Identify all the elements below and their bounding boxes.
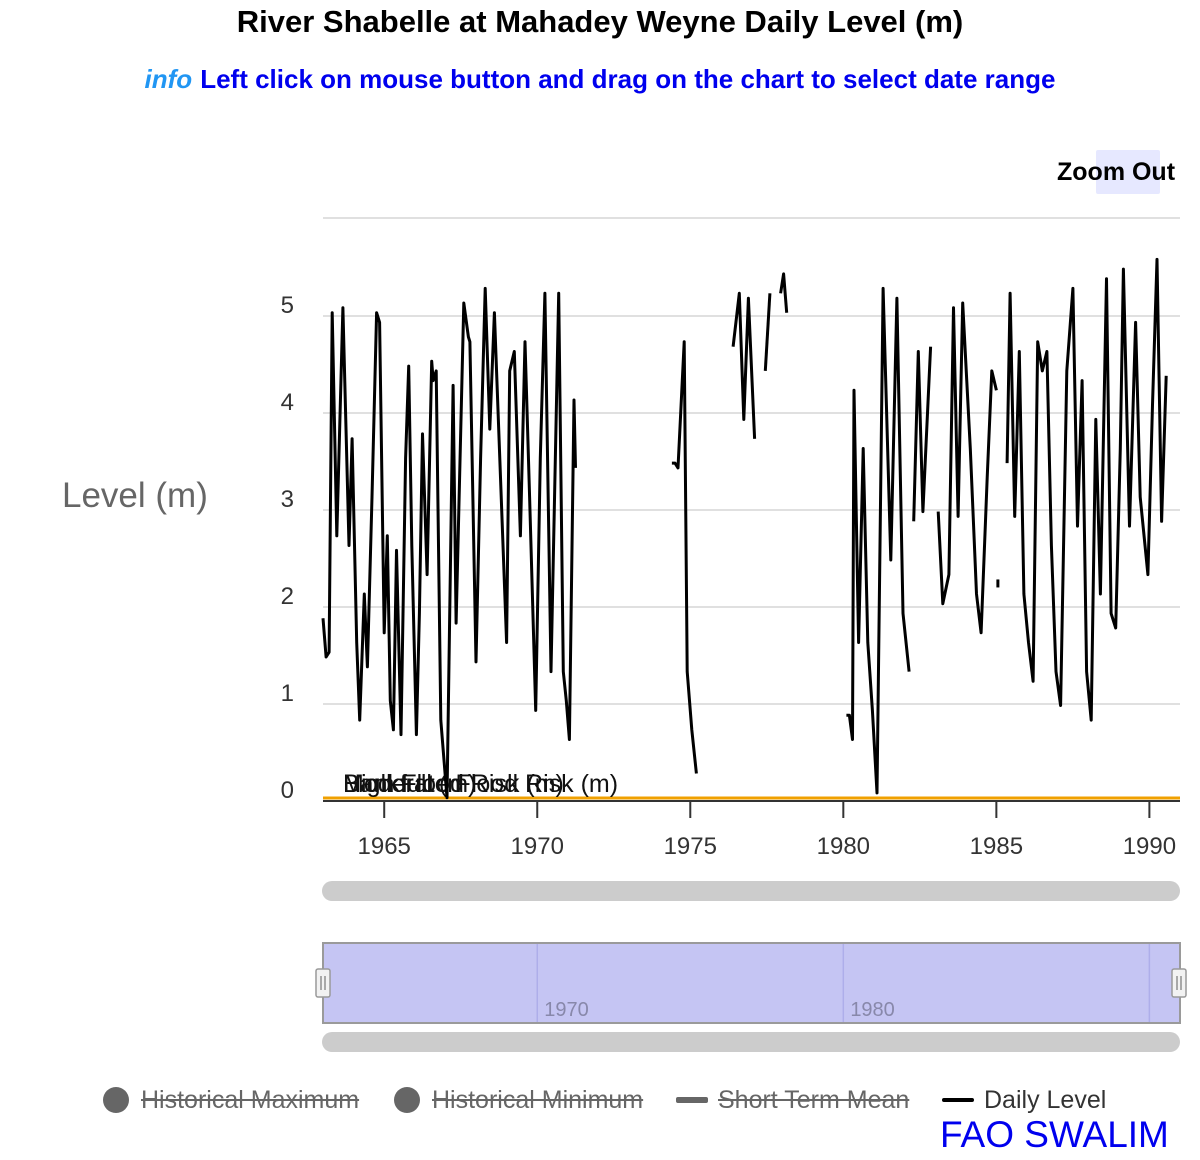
threshold-labels: Moderate Flood Risk (m)High Flood Risk (… <box>323 770 1180 800</box>
y-tick-label: 2 <box>281 583 294 610</box>
zoom-out-label[interactable]: Zoom Out <box>1057 158 1176 186</box>
series-line-segment <box>671 340 698 774</box>
chart-title: River Shabelle at Mahadey Weyne Daily Le… <box>236 4 964 39</box>
zoom-out-button[interactable] <box>1096 150 1160 194</box>
scrollbar-thumb[interactable] <box>322 1032 1180 1052</box>
scrollbar-thumb[interactable] <box>322 881 1180 901</box>
x-tick-label: 1970 <box>511 833 564 860</box>
legend-label: Daily Level <box>984 1085 1107 1114</box>
legend-item-historical-maximum[interactable]: Historical Maximum <box>103 1080 359 1120</box>
series-line-segment <box>936 301 998 635</box>
circle-icon <box>103 1087 129 1113</box>
watermark: FAO SWALIM <box>940 1114 1169 1155</box>
threshold-label: Moderate Flood Risk (m) <box>343 770 618 798</box>
legend-label: Short Term Mean <box>718 1085 910 1114</box>
y-tick-label: 5 <box>281 292 294 319</box>
y-tick-label: 4 <box>281 389 294 416</box>
x-tick-label: 1990 <box>1123 833 1176 860</box>
series-line-segment <box>779 272 789 313</box>
navigator-tick-label: 1970 <box>544 999 589 1021</box>
series-line-segment <box>763 293 772 371</box>
scrollbar-bottom[interactable] <box>322 1032 1180 1052</box>
navigator-range[interactable] <box>322 942 1181 1024</box>
subtitle-instructions: Left click on mouse button and drag on t… <box>200 64 1056 94</box>
scrollbar-top[interactable] <box>322 881 1180 901</box>
legend-item-short-term-mean[interactable]: Short Term Mean <box>676 1080 909 1120</box>
line-icon <box>942 1098 974 1102</box>
navigator-handle-box[interactable] <box>315 968 331 998</box>
navigator-tick-label: 1980 <box>850 999 895 1021</box>
plot-area[interactable] <box>321 257 1168 800</box>
info-label: info <box>144 64 193 94</box>
x-tick-label: 1965 <box>358 833 411 860</box>
x-axis-ticks: 1965 1970 1975 1980 1985 1990 <box>323 800 1180 860</box>
legend-label: Historical Maximum <box>141 1085 360 1114</box>
legend-item-daily-level[interactable]: Daily Level <box>942 1080 1106 1120</box>
x-tick-label: 1980 <box>817 833 870 860</box>
threshold-label: Bankfull (m) <box>343 770 476 798</box>
legend-item-historical-minimum[interactable]: Historical Minimum <box>394 1080 643 1120</box>
y-axis-ticks: 0 1 2 3 4 5 <box>281 292 294 804</box>
navigator[interactable]: 1970 1980 <box>315 942 1187 1024</box>
y-tick-label: 3 <box>281 486 294 513</box>
chart-subtitle: info Left click on mouse button and drag … <box>0 64 1200 95</box>
y-tick-label: 1 <box>281 680 294 707</box>
y-tick-label: 0 <box>281 777 294 804</box>
series-line-segment <box>846 286 911 795</box>
navigator-handle-box[interactable] <box>1171 968 1187 998</box>
series-line-segment <box>1005 257 1168 722</box>
legend: Historical Maximum Historical Minimum Sh… <box>0 1080 1200 1120</box>
series-line-segment <box>912 346 933 522</box>
y-axis-title: Level (m) <box>62 476 208 515</box>
chart-svg[interactable]: 0 1 2 3 4 5 1965 1970 1975 1980 1985 1990 Moderate… <box>0 0 1200 1080</box>
series-line-segment <box>731 291 757 439</box>
threshold-label: High Flood Risk (m) <box>343 770 564 798</box>
circle-icon <box>394 1087 420 1113</box>
x-tick-label: 1975 <box>664 833 717 860</box>
legend-label: Historical Minimum <box>432 1085 644 1114</box>
series-line-segment <box>321 286 577 800</box>
x-tick-label: 1985 <box>970 833 1023 860</box>
dash-icon <box>676 1097 708 1103</box>
navigator-handle[interactable] <box>1171 968 1187 998</box>
navigator-handle[interactable] <box>315 968 331 998</box>
